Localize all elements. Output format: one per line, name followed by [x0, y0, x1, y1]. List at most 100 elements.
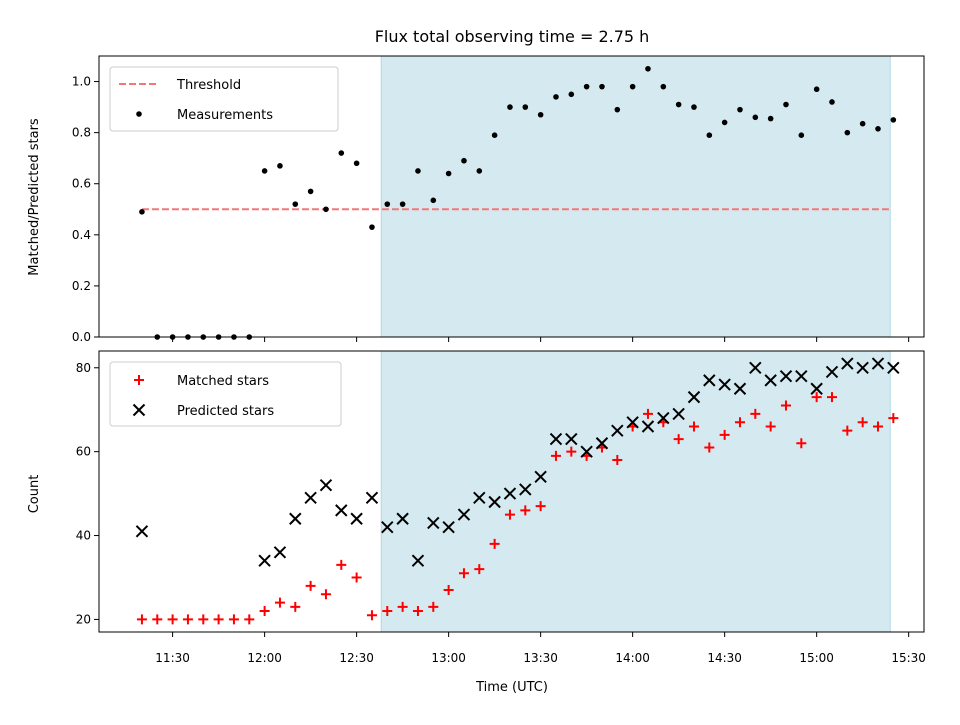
- matched-stars-point: [458, 568, 469, 579]
- measurement-point: [813, 86, 820, 93]
- measurement-point: [369, 224, 375, 230]
- measurement-point: [890, 117, 897, 123]
- matched-stars-point: [642, 408, 653, 419]
- predicted-stars-point: [273, 546, 287, 559]
- measurement-point: [553, 94, 559, 100]
- top-axes-frame: [98, 55, 925, 338]
- measurement-point: [491, 132, 498, 138]
- bottom-y-tick-label: 40: [76, 529, 91, 543]
- matched-stars-point: [842, 425, 853, 436]
- x-tick-label: 12:00: [247, 651, 282, 665]
- predicted-stars-point: [626, 416, 639, 429]
- top-y-tick-label: 0.6: [72, 177, 91, 191]
- predicted-stars-point: [304, 491, 317, 504]
- matched-stars-point: [336, 559, 347, 570]
- matched-stars-point: [397, 601, 408, 612]
- x-tick-label: 15:00: [799, 651, 834, 665]
- top-panel: 0.0 0.2 0.4 0.6 0.8 1.0 Threshold Measurements: [72, 55, 925, 344]
- bottom-panel: 20 40 60 80 11:30 12:00 12:30 13:00 13:30 14:00 14…: [76, 350, 926, 665]
- matched-stars-point: [872, 421, 883, 432]
- predicted-stars-point: [856, 361, 869, 374]
- matched-stars-point: [612, 455, 623, 466]
- predicted-stars-point: [779, 369, 793, 383]
- matched-stars-point: [428, 601, 439, 612]
- legend-predicted-swatch: [132, 403, 146, 417]
- matched-stars-point: [274, 597, 285, 608]
- predicted-stars-point: [841, 357, 854, 370]
- measurement-point: [645, 65, 651, 72]
- predicted-stars-point: [411, 554, 425, 567]
- measurement-point: [461, 157, 467, 164]
- matched-stars-point: [673, 434, 684, 445]
- predicted-stars-point: [503, 487, 517, 500]
- predicted-stars-point: [703, 374, 716, 387]
- bottom-axes-frame: [98, 350, 925, 633]
- matched-stars-point: [734, 417, 745, 428]
- measurement-point: [507, 104, 513, 110]
- predicted-stars-point: [871, 357, 885, 370]
- chart-title: Flux total observing time = 2.75 h: [375, 27, 650, 46]
- measurement-point: [798, 132, 805, 138]
- matched-stars-point: [366, 610, 377, 621]
- predicted-stars-point: [350, 512, 363, 525]
- predicted-stars-point: [764, 374, 777, 387]
- predicted-stars-point: [473, 491, 486, 504]
- measurement-point: [384, 201, 391, 207]
- measurement-point: [338, 150, 345, 156]
- predicted-stars-point: [319, 479, 333, 492]
- matched-stars-point: [826, 392, 837, 403]
- predicted-stars-point: [457, 508, 471, 521]
- measurement-point: [568, 91, 575, 98]
- legend-measurements-swatch: [136, 111, 142, 117]
- measurement-point: [307, 188, 314, 195]
- predicted-stars-point: [549, 432, 563, 446]
- matched-stars-point: [412, 606, 423, 617]
- measurement-point: [445, 170, 452, 177]
- measurement-point: [599, 83, 605, 90]
- matched-stars-point: [167, 614, 178, 625]
- measurement-point: [875, 126, 881, 132]
- matched-stars-point: [198, 614, 209, 625]
- top-legend: Threshold Measurements: [109, 66, 339, 132]
- measurement-point: [292, 201, 299, 207]
- predicted-stars-point: [258, 554, 271, 567]
- top-legend-box: [109, 66, 339, 132]
- x-tick-label: 13:00: [431, 651, 466, 665]
- matched-stars-point: [550, 450, 561, 461]
- predicted-stars-point: [641, 420, 655, 433]
- measurement-point: [353, 160, 360, 167]
- measurement-point: [691, 104, 697, 110]
- matched-stars-point: [857, 417, 868, 428]
- measurement-point: [859, 120, 866, 127]
- bottom-y-tick-label: 80: [76, 361, 91, 375]
- matched-stars-point: [750, 408, 761, 419]
- measurement-point: [721, 119, 728, 126]
- predicted-stars-point: [335, 504, 348, 517]
- predicted-stars-point: [135, 525, 149, 538]
- measurement-point: [675, 101, 682, 108]
- matched-stars-point: [504, 509, 515, 520]
- predicted-stars-point: [396, 512, 409, 525]
- measurement-point: [844, 129, 851, 136]
- measurement-point: [139, 209, 145, 215]
- measurement-point: [752, 114, 759, 121]
- measurement-point: [767, 115, 774, 122]
- predicted-stars-point: [488, 495, 501, 509]
- predicted-stars-point: [733, 382, 747, 395]
- predicted-stars-point: [580, 445, 593, 458]
- x-tick-label: 13:30: [523, 651, 558, 665]
- measurement-point: [783, 101, 789, 108]
- top-y-tick-label: 0.8: [72, 126, 91, 140]
- matched-stars-point: [382, 606, 393, 617]
- matched-stars-point: [152, 614, 163, 625]
- legend-matched-label: Matched stars: [177, 374, 269, 389]
- predicted-stars-point: [595, 437, 609, 450]
- predicted-stars-point: [672, 407, 685, 421]
- predicted-stars-point: [611, 424, 624, 437]
- matched-stars-point: [228, 614, 239, 625]
- top-y-tick-label: 0.4: [72, 228, 91, 242]
- measurement-point: [277, 163, 283, 169]
- matched-stars-point: [688, 421, 699, 432]
